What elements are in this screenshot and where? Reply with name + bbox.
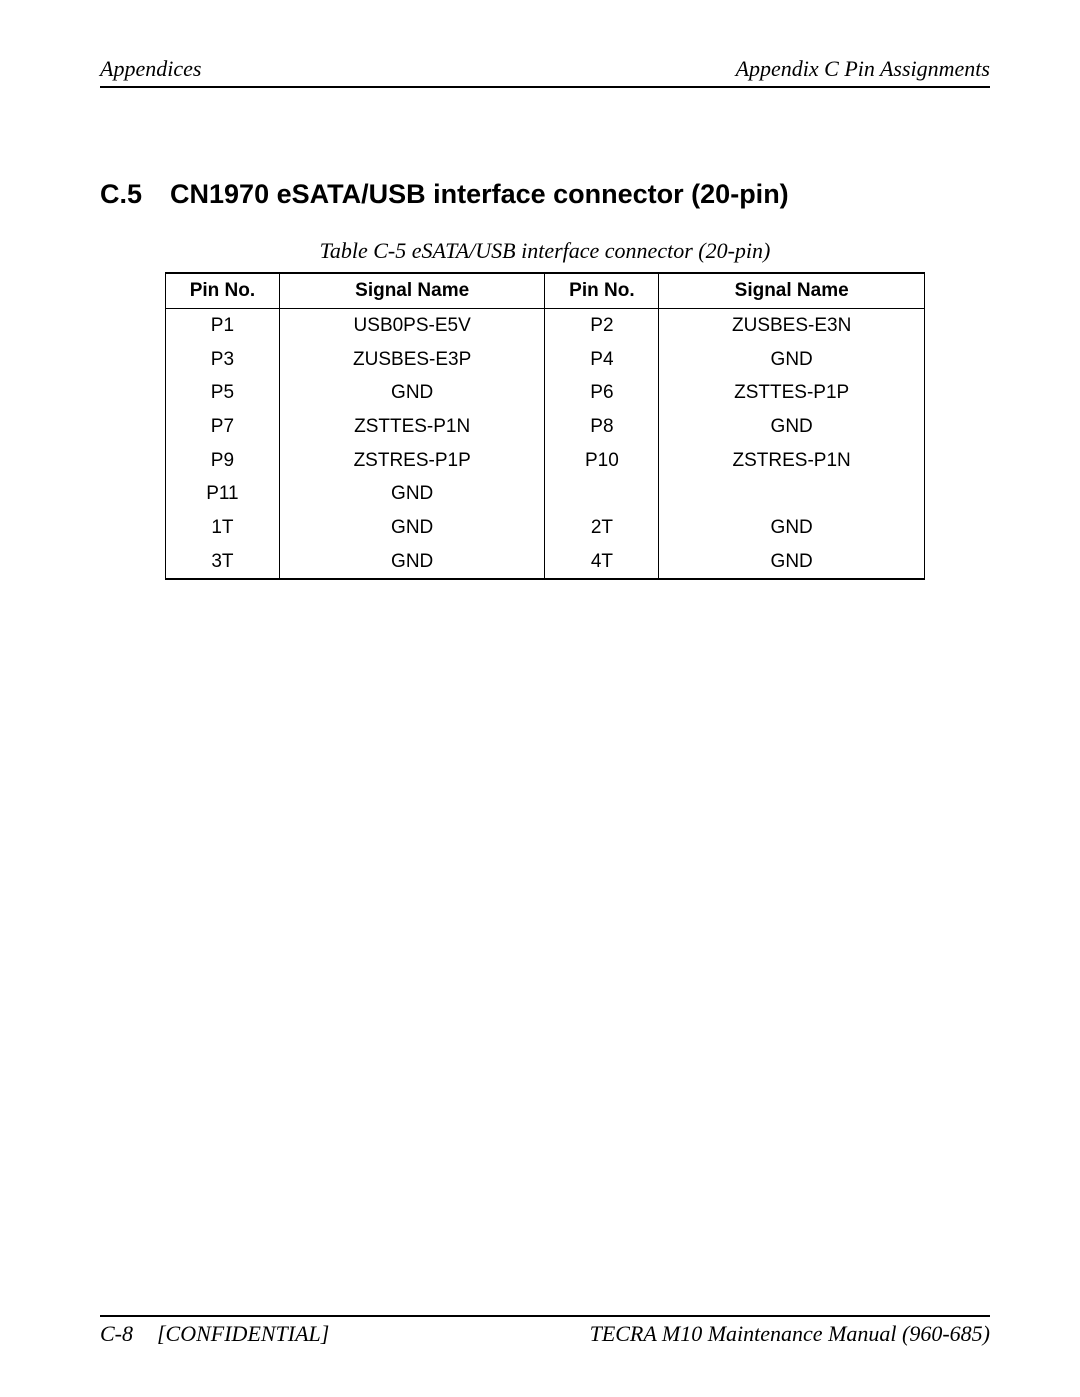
col-signal-1: Signal Name (279, 273, 545, 308)
section-title: CN1970 eSATA/USB interface connector (20… (170, 178, 789, 210)
running-header: Appendices Appendix C Pin Assignments (100, 56, 990, 88)
header-left: Appendices (100, 56, 201, 82)
table-caption: Table C-5 eSATA/USB interface connector … (100, 238, 990, 264)
table-row: P5 GND P6 ZSTTES-P1P (166, 376, 925, 410)
table-row: 1T GND 2T GND (166, 511, 925, 545)
cell-pin: P9 (166, 444, 280, 478)
cell-pin: P8 (545, 410, 659, 444)
cell-signal (659, 477, 925, 511)
cell-pin: 1T (166, 511, 280, 545)
cell-pin: 2T (545, 511, 659, 545)
blank-space (100, 580, 990, 1315)
cell-pin: P11 (166, 477, 280, 511)
cell-signal: ZSTRES-P1P (279, 444, 545, 478)
footer-page-number: C-8 (100, 1321, 133, 1347)
cell-signal: ZSTTES-P1P (659, 376, 925, 410)
cell-signal: ZUSBES-E3N (659, 309, 925, 343)
pin-table-container: Pin No. Signal Name Pin No. Signal Name … (100, 272, 990, 580)
cell-signal: GND (659, 545, 925, 580)
cell-signal: GND (659, 511, 925, 545)
cell-pin: P2 (545, 309, 659, 343)
section-heading: C.5 CN1970 eSATA/USB interface connector… (100, 178, 990, 210)
col-pin-no-2: Pin No. (545, 273, 659, 308)
cell-signal: ZUSBES-E3P (279, 343, 545, 377)
table-row: P1 USB0PS-E5V P2 ZUSBES-E3N (166, 309, 925, 343)
cell-signal: GND (279, 477, 545, 511)
cell-pin: P3 (166, 343, 280, 377)
footer-left: C-8 [CONFIDENTIAL] (100, 1321, 329, 1347)
table-head: Pin No. Signal Name Pin No. Signal Name (166, 273, 925, 308)
cell-signal: GND (659, 343, 925, 377)
section-number: C.5 (100, 178, 142, 210)
cell-pin: P7 (166, 410, 280, 444)
table-row: P9 ZSTRES-P1P P10 ZSTRES-P1N (166, 444, 925, 478)
cell-pin: P1 (166, 309, 280, 343)
table-row: P11 GND (166, 477, 925, 511)
cell-signal: ZSTTES-P1N (279, 410, 545, 444)
table-row: P7 ZSTTES-P1N P8 GND (166, 410, 925, 444)
col-pin-no-1: Pin No. (166, 273, 280, 308)
cell-pin: P6 (545, 376, 659, 410)
footer-manual-title: TECRA M10 Maintenance Manual (960-685) (590, 1321, 990, 1347)
cell-pin: 3T (166, 545, 280, 580)
cell-signal: ZSTRES-P1N (659, 444, 925, 478)
footer-classification: [CONFIDENTIAL] (157, 1321, 329, 1347)
cell-signal: GND (279, 545, 545, 580)
table-row: P3 ZUSBES-E3P P4 GND (166, 343, 925, 377)
cell-pin: 4T (545, 545, 659, 580)
cell-pin: P4 (545, 343, 659, 377)
header-right: Appendix C Pin Assignments (736, 56, 990, 82)
cell-signal: GND (279, 376, 545, 410)
cell-signal: GND (659, 410, 925, 444)
pin-assignment-table: Pin No. Signal Name Pin No. Signal Name … (165, 272, 925, 580)
cell-pin: P10 (545, 444, 659, 478)
cell-signal: GND (279, 511, 545, 545)
cell-pin: P5 (166, 376, 280, 410)
cell-pin (545, 477, 659, 511)
table-header-row: Pin No. Signal Name Pin No. Signal Name (166, 273, 925, 308)
table-row: 3T GND 4T GND (166, 545, 925, 580)
table-body: P1 USB0PS-E5V P2 ZUSBES-E3N P3 ZUSBES-E3… (166, 309, 925, 580)
page: Appendices Appendix C Pin Assignments C.… (0, 0, 1080, 1397)
col-signal-2: Signal Name (659, 273, 925, 308)
running-footer: C-8 [CONFIDENTIAL] TECRA M10 Maintenance… (100, 1315, 990, 1347)
cell-signal: USB0PS-E5V (279, 309, 545, 343)
